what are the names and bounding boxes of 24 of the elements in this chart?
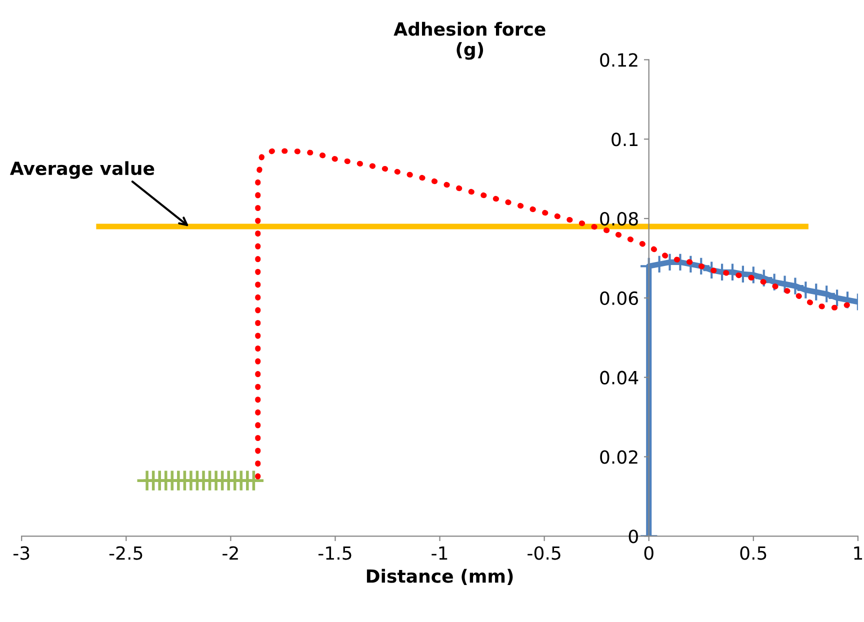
x-tick-label: -2.5 xyxy=(109,546,142,560)
y-tick-label: 0.12 xyxy=(600,53,638,67)
y-tick-label: 0.06 xyxy=(600,291,638,306)
y-tick-label: 0.04 xyxy=(600,370,638,384)
x-tick-label: -2 xyxy=(222,546,238,560)
point xyxy=(692,256,711,276)
point xyxy=(828,288,846,308)
y-tick-label: 0.02 xyxy=(600,450,638,464)
x-tick-label: -3 xyxy=(13,546,30,560)
x-tick-label: 0 xyxy=(644,546,654,560)
x-tick-label: 0.5 xyxy=(740,546,766,560)
x-tick-label: -1 xyxy=(432,546,448,560)
point xyxy=(242,469,265,492)
annotation: Average value xyxy=(10,161,154,179)
x-tick-label: 1 xyxy=(854,546,862,560)
y-tick-label: 0 xyxy=(628,530,638,544)
x-tick-label: -1.5 xyxy=(318,546,352,560)
y-tick-label: 0.1 xyxy=(612,132,638,146)
point xyxy=(754,268,774,288)
x-axis-title: Distance (mm) xyxy=(366,568,513,586)
point xyxy=(786,276,805,296)
y-axis-title: Adhesion force (g) xyxy=(394,22,546,60)
x-tick-label: -0.5 xyxy=(528,546,560,560)
y-tick-label: 0.08 xyxy=(600,212,638,226)
